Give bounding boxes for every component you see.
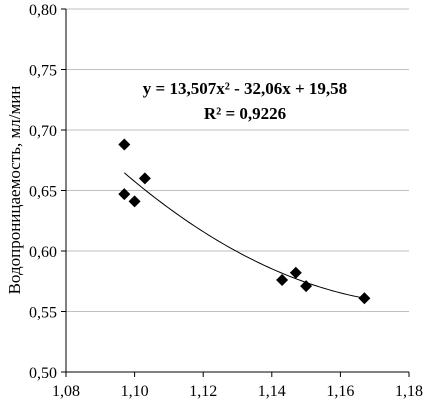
y-axis-title: Водопроницаемость, мл/мин	[5, 86, 24, 295]
x-tick-labels: 1,08 1,10 1,12 1,14 1,16 1,18	[52, 372, 423, 400]
trendline	[123, 172, 365, 299]
y-tick-labels: 0,50 0,55 0,60 0,65 0,70 0,75 0,80	[29, 2, 66, 382]
trend-equation: y = 13,507x² - 32,06x + 19,58	[143, 79, 347, 98]
data-point	[276, 274, 289, 287]
x-tick-label: 1,16	[326, 383, 354, 400]
y-tick-label: 0,60	[29, 244, 57, 261]
y-tick-label: 0,75	[29, 63, 57, 80]
x-tick-label: 1,10	[121, 383, 149, 400]
y-tick-label: 0,70	[29, 123, 57, 140]
y-tick-label: 0,55	[29, 305, 57, 322]
data-point	[128, 195, 141, 208]
y-tick-label: 0,65	[29, 184, 57, 201]
y-tick-label: 0,50	[29, 365, 57, 382]
data-point	[289, 266, 302, 279]
x-tick-label: 1,18	[395, 383, 423, 400]
x-tick-label: 1,12	[189, 383, 217, 400]
x-tick-label: 1,08	[52, 383, 80, 400]
data-point	[358, 292, 371, 305]
data-point	[138, 172, 151, 185]
y-tick-label: 0,80	[29, 2, 57, 19]
data-points	[118, 138, 371, 305]
data-point	[118, 188, 131, 201]
x-tick-label: 1,14	[258, 383, 286, 400]
data-point	[300, 280, 313, 293]
r-squared-label: R² = 0,9226	[204, 104, 286, 123]
data-point	[118, 138, 131, 151]
grid-lines	[66, 8, 409, 312]
